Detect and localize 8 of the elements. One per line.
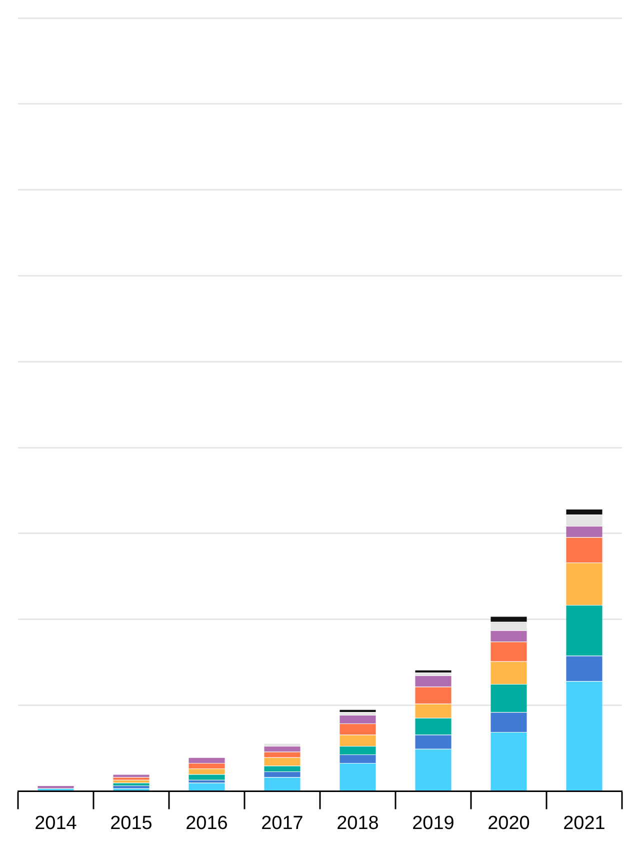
x-tick-label: 2016 xyxy=(186,812,228,834)
x-tick-label: 2019 xyxy=(412,812,454,834)
x-tick-label: 2020 xyxy=(488,812,530,834)
x-tick-label: 2014 xyxy=(34,812,78,834)
x-tick-label: 2015 xyxy=(110,812,152,834)
x-tick-label: 2017 xyxy=(261,812,304,834)
x-tick-label: 2021 xyxy=(563,812,606,834)
x-tick-label: 2018 xyxy=(336,812,379,834)
